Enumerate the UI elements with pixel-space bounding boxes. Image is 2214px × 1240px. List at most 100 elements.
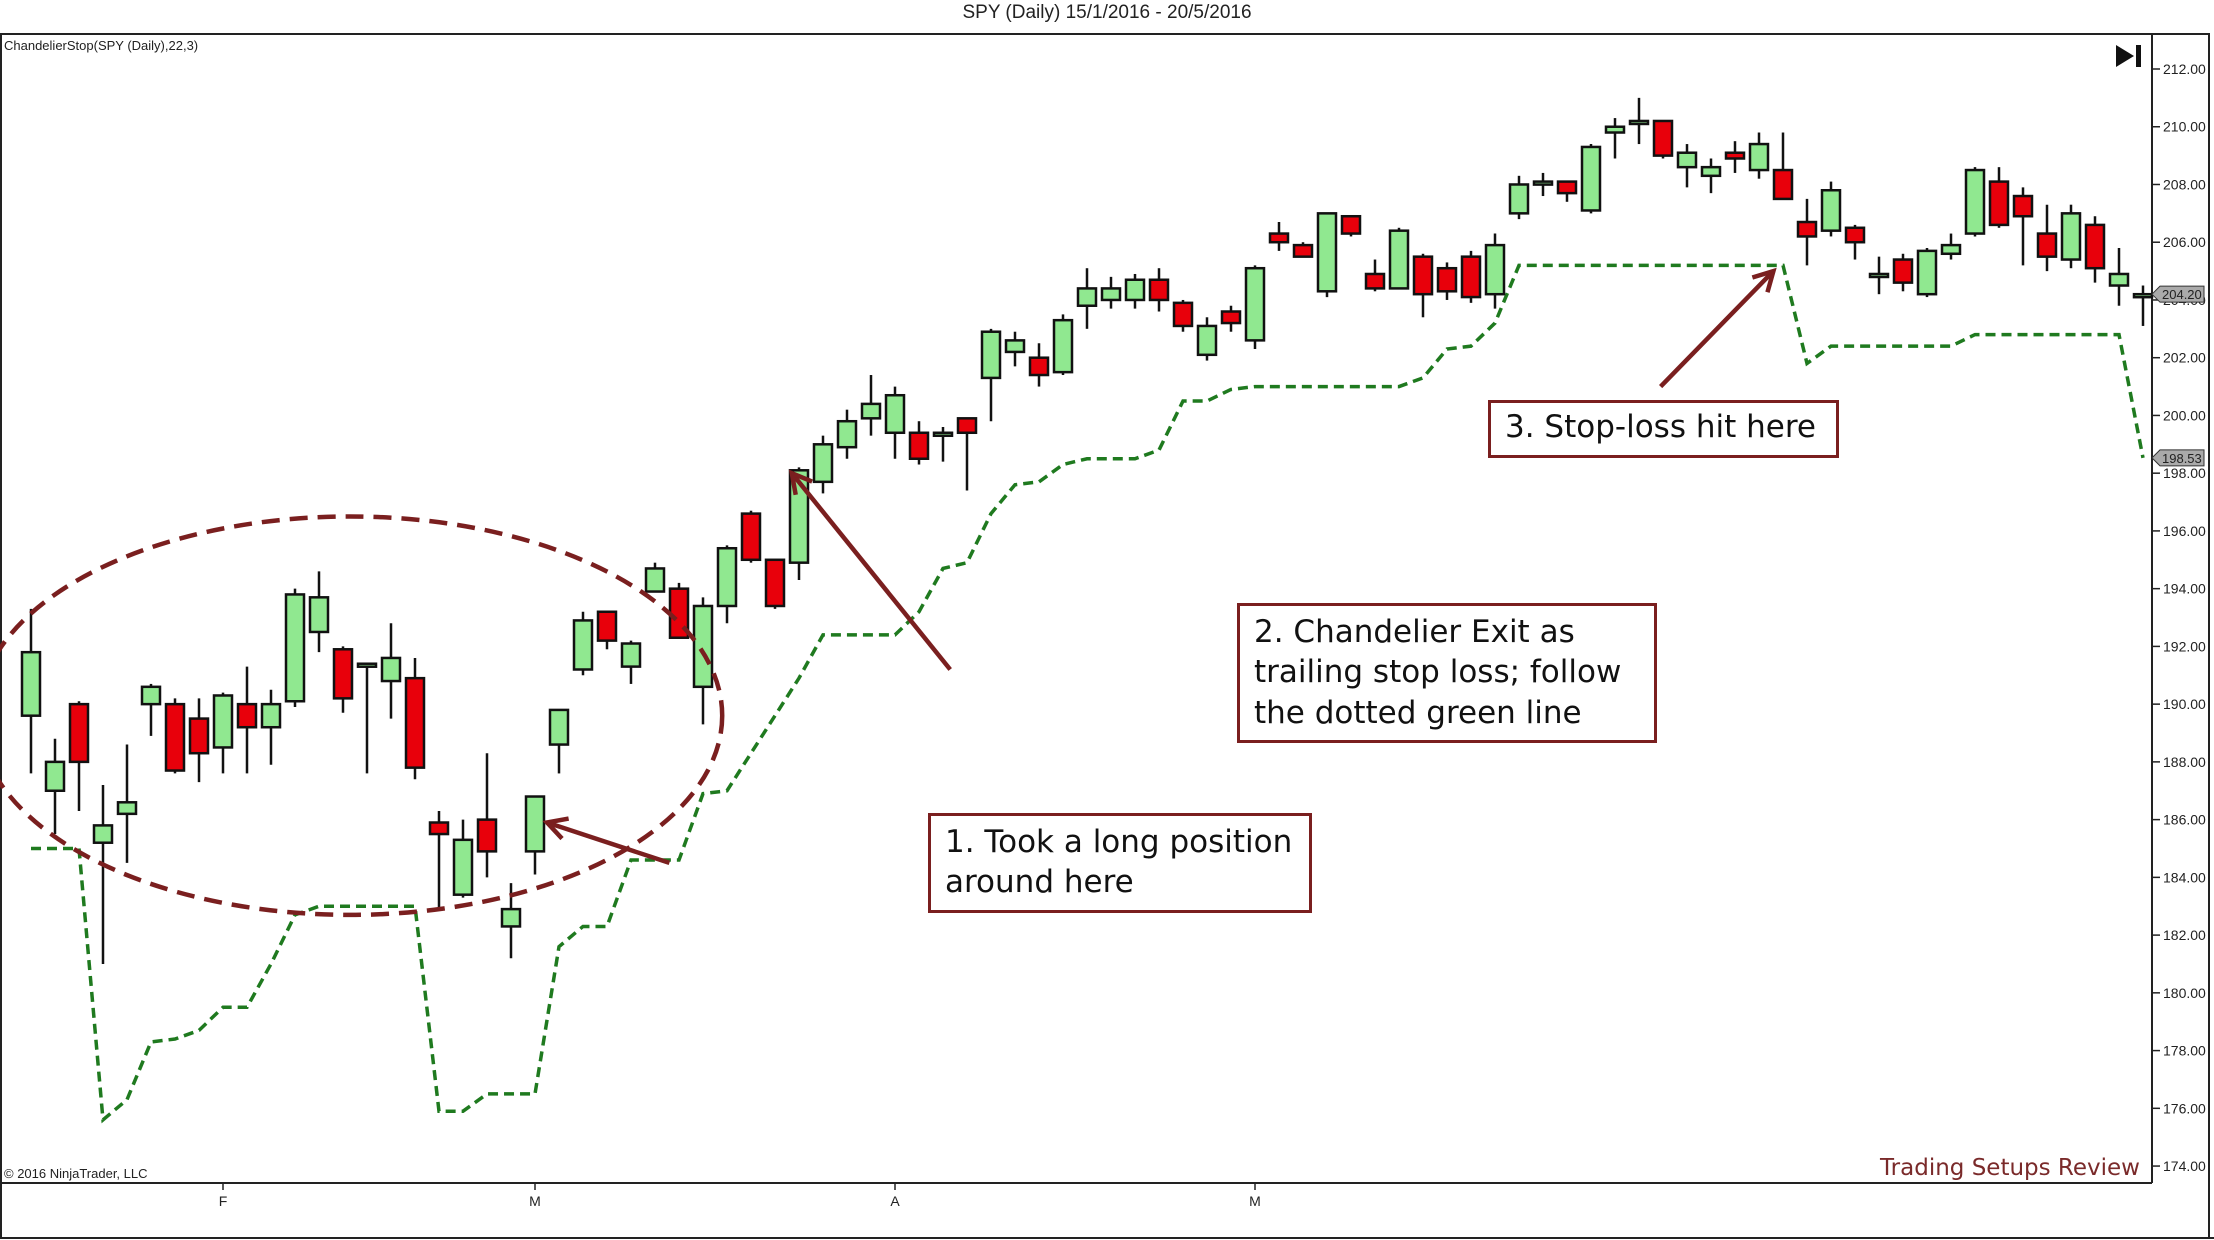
annotation-arrow: [1658, 269, 1776, 389]
candle-body: [92, 824, 114, 844]
candle-body: [524, 795, 546, 853]
x-tick-label: A: [890, 1193, 900, 1209]
candle-body: [1340, 214, 1362, 235]
candle-body: [1268, 232, 1290, 244]
candle-body: [740, 512, 762, 562]
candle-body: [1196, 324, 1218, 357]
annotation-long-entry: 1. Took a long position around here: [928, 813, 1312, 913]
y-tick-label: 176.00: [2163, 1100, 2206, 1116]
candle-body: [620, 642, 642, 668]
candle-body: [380, 656, 402, 683]
candle-body: [1508, 183, 1530, 215]
y-tick-label: 194.00: [2163, 581, 2206, 597]
candle-body: [1700, 165, 1722, 178]
y-tick-label: 182.00: [2163, 927, 2206, 943]
candle-body: [812, 443, 834, 484]
candle-body: [1916, 249, 1938, 296]
x-tick-label: M: [529, 1193, 541, 1209]
candle-body: [1364, 272, 1386, 290]
arrowhead-icon: [1751, 267, 1777, 293]
candle-body: [2060, 212, 2082, 261]
y-tick-label: 206.00: [2163, 234, 2206, 250]
copyright-text: © 2016 NinjaTrader, LLC: [4, 1166, 148, 1181]
candle-body: [1796, 220, 1818, 238]
candle-body: [140, 685, 162, 706]
candle-body: [1628, 119, 1650, 126]
candle-body: [332, 648, 354, 700]
chart-frame-bottom: [0, 1237, 2214, 1239]
y-tick-label: 180.00: [2163, 985, 2206, 1001]
candle-body: [1868, 272, 1890, 279]
candle-body: [476, 818, 498, 853]
candle-body: [860, 402, 882, 420]
y-tick-label: 200.00: [2163, 407, 2206, 423]
candle-body: [356, 662, 378, 668]
candle-body: [212, 694, 234, 749]
candle-body: [596, 610, 618, 642]
candle-body: [1244, 266, 1266, 342]
candle-body: [284, 593, 306, 703]
price-marker: [2151, 285, 2205, 303]
candle-body: [980, 330, 1002, 380]
arrowhead-icon: [788, 469, 813, 496]
candle-body: [1412, 255, 1434, 296]
candle-body: [692, 604, 714, 689]
candle-body: [1484, 243, 1506, 296]
indicator-label: ChandelierStop(SPY (Daily),22,3): [4, 38, 199, 53]
y-tick-label: 184.00: [2163, 869, 2206, 885]
candle-body: [1652, 119, 1674, 157]
price-marker-label: 198.53: [2162, 451, 2202, 466]
candle-body: [428, 821, 450, 836]
candle-body: [884, 393, 906, 435]
y-tick-label: 210.00: [2163, 119, 2206, 135]
candle-body: [308, 596, 330, 634]
candle-body: [116, 801, 138, 816]
candle-body: [1100, 287, 1122, 302]
y-tick-label: 178.00: [2163, 1043, 2206, 1059]
candle-body: [68, 702, 90, 764]
candle-body: [236, 702, 258, 729]
price-marker-label: 204.20: [2162, 287, 2202, 302]
skip-to-end-button[interactable]: [2114, 42, 2144, 70]
candle-body: [1292, 243, 1314, 258]
y-tick-label: 192.00: [2163, 638, 2206, 654]
candle-body: [1580, 145, 1602, 212]
candle-body: [500, 907, 522, 928]
candle-body: [1748, 142, 1770, 172]
x-tick-label: F: [219, 1193, 228, 1209]
skip-to-end-icon: [2116, 45, 2141, 67]
y-tick-label: 186.00: [2163, 812, 2206, 828]
candle-body: [404, 676, 426, 769]
candle-body: [1988, 180, 2010, 227]
candle-body: [836, 419, 858, 449]
y-tick-label: 190.00: [2163, 696, 2206, 712]
candle-body: [452, 838, 474, 896]
y-tick-label: 188.00: [2163, 754, 2206, 770]
candle-body: [1028, 356, 1050, 377]
y-tick-label: 202.00: [2163, 350, 2206, 366]
candle-body: [1124, 278, 1146, 302]
arrowhead-icon: [542, 816, 570, 841]
candle-body: [1172, 301, 1194, 328]
chart-frame: [0, 33, 2210, 1237]
candle-body: [716, 546, 738, 608]
candle-body: [1964, 168, 1986, 235]
candle-body: [2132, 292, 2154, 299]
watermark-text: Trading Setups Review: [1880, 1155, 2140, 1181]
candle-body: [2036, 232, 2058, 258]
y-tick-label: 174.00: [2163, 1158, 2206, 1174]
candle-body: [1892, 258, 1914, 284]
candle-body: [164, 702, 186, 772]
price-marker: [2151, 449, 2205, 467]
candle-body: [1820, 189, 1842, 232]
candle-body: [956, 417, 978, 435]
y-tick-label: 208.00: [2163, 176, 2206, 192]
candle-body: [1676, 151, 1698, 169]
candle-body: [1532, 180, 1554, 186]
candle-body: [644, 567, 666, 593]
candle-body: [260, 702, 282, 729]
candle-body: [188, 717, 210, 755]
candle-body: [932, 431, 954, 438]
x-tick-label: M: [1249, 1193, 1261, 1209]
